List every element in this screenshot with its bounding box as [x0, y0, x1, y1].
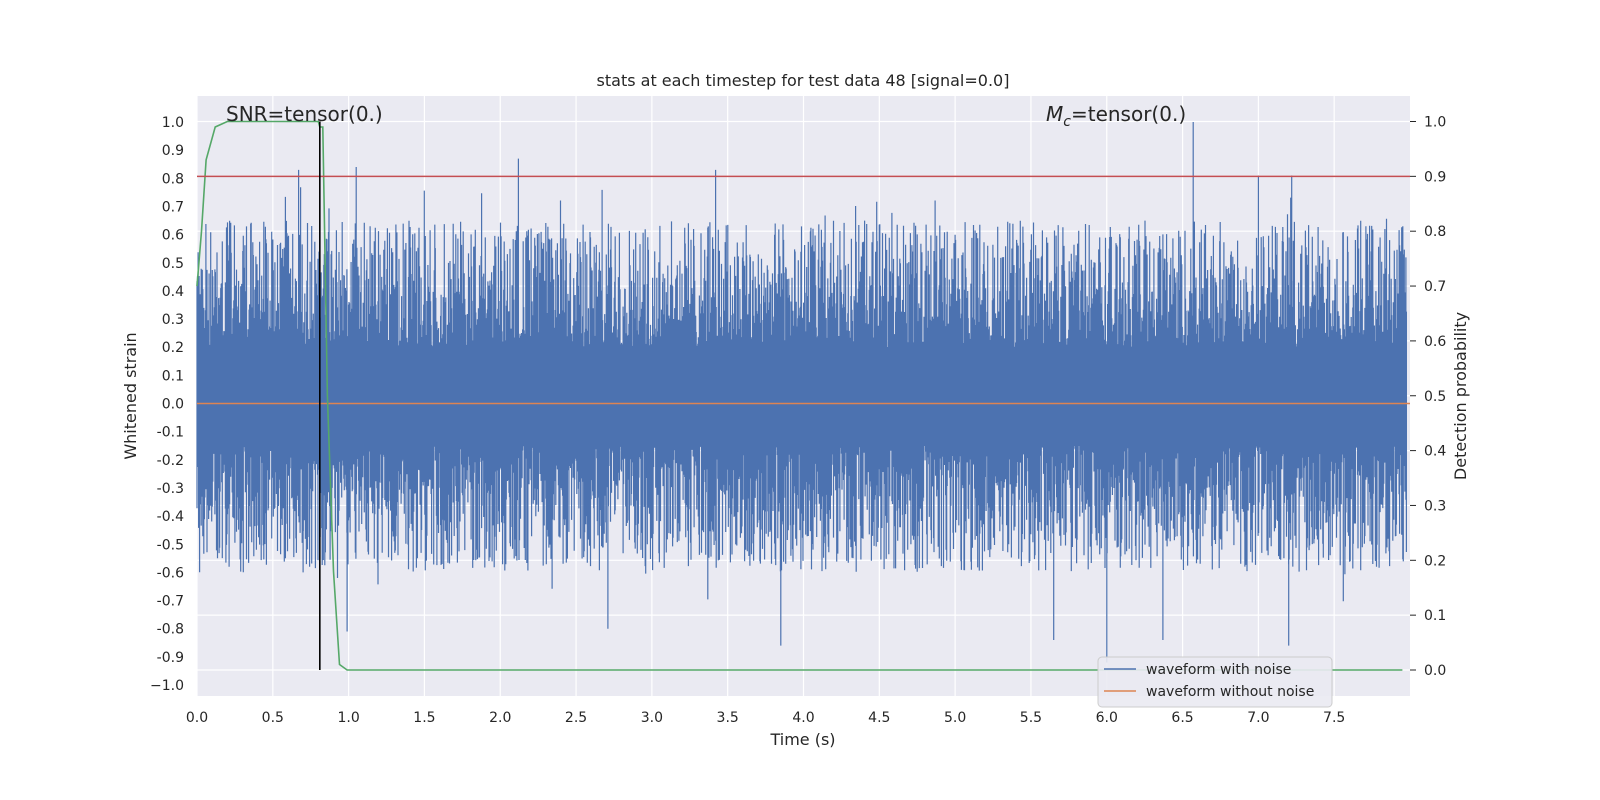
chart-title: stats at each timestep for test data 48 … — [597, 71, 1010, 90]
x-tick-label: 4.0 — [792, 710, 814, 726]
y-tick-label: 0.6 — [162, 228, 184, 244]
y2-tick-label: 0.1 — [1424, 608, 1446, 624]
y-tick-label: -0.2 — [157, 453, 184, 469]
x-tick-label: 5.0 — [944, 710, 966, 726]
y-tick-label: -0.9 — [157, 650, 184, 666]
mc-value: =tensor(0.) — [1071, 102, 1186, 126]
y-axis-label: Whitened strain — [121, 332, 140, 459]
x-tick-label: 5.5 — [1020, 710, 1042, 726]
detection-probability-line — [196, 120, 1403, 671]
x-tick-label: 2.0 — [489, 710, 511, 726]
y-tick-label: 1.0 — [162, 115, 184, 131]
x-tick-label: 3.0 — [641, 710, 663, 726]
y2-tick-label: 0.9 — [1424, 169, 1446, 185]
y-tick-label: 0.7 — [162, 199, 184, 215]
y-axis-ticks: 1.0 0.9 0.8 0.7 0.6 0.5 0.4 0.3 0.2 0.1 0.0 -0.1 -0.… — [150, 115, 184, 694]
y-tick-label: -0.6 — [157, 565, 184, 581]
y2-tick-label: 0.8 — [1424, 224, 1446, 240]
y2-tick-label: 0.3 — [1424, 498, 1446, 514]
y-tick-label: 0.8 — [162, 171, 184, 187]
y2-tick-label: 0.7 — [1424, 279, 1446, 295]
y-tick-label: 0.9 — [162, 143, 184, 159]
y2-axis-label: Detection probability — [1451, 312, 1470, 480]
y2-tick-label: 0.5 — [1424, 389, 1446, 405]
legend-label-clean: waveform without noise — [1146, 684, 1314, 700]
x-tick-label: 0.0 — [186, 710, 208, 726]
x-tick-label: 0.5 — [262, 710, 284, 726]
x-tick-label: 2.5 — [565, 710, 587, 726]
x-tick-label: 7.5 — [1323, 710, 1345, 726]
x-axis-label: Time (s) — [769, 730, 835, 749]
y-tick-label: −1.0 — [150, 678, 184, 694]
y-tick-label: -0.8 — [157, 622, 184, 638]
y-tick-label: 0.3 — [162, 312, 184, 328]
series-detection-probability — [196, 120, 1403, 671]
y-tick-label: -0.7 — [157, 594, 184, 610]
y2-axis-ticks: 1.0 0.9 0.8 0.7 0.6 0.5 0.4 0.3 0.2 0.1 0.0 — [1410, 115, 1446, 679]
legend-label-noise: waveform with noise — [1146, 662, 1291, 678]
x-tick-label: 7.0 — [1247, 710, 1269, 726]
x-tick-label: 6.0 — [1096, 710, 1118, 726]
x-tick-label: 4.5 — [868, 710, 890, 726]
y-tick-label: 0.5 — [162, 256, 184, 272]
legend: waveform with noise waveform without noi… — [1097, 656, 1333, 708]
y-tick-label: -0.5 — [157, 537, 184, 553]
x-tick-label: 3.5 — [717, 710, 739, 726]
x-axis-ticks: 0.0 0.5 1.0 1.5 2.0 2.5 3.0 3.5 4.0 4.5 5.0 5.5 6.0 6… — [186, 710, 1345, 726]
y-tick-label: 0.0 — [162, 397, 184, 413]
y2-tick-label: 0.6 — [1424, 334, 1446, 350]
y-tick-label: -0.4 — [157, 509, 184, 525]
mc-symbol: M — [1046, 102, 1063, 126]
y2-tick-label: 0.4 — [1424, 444, 1446, 460]
snr-annotation: SNR=tensor(0.) — [226, 102, 383, 126]
y2-tick-label: 1.0 — [1424, 115, 1446, 131]
y-tick-label: -0.1 — [157, 425, 184, 441]
y2-tick-label: 0.0 — [1424, 663, 1446, 679]
mc-subscript: c — [1063, 114, 1071, 130]
mc-annotation: Mc=tensor(0.) — [1046, 102, 1186, 130]
reference-lines — [197, 121, 1410, 670]
y-tick-label: -0.3 — [157, 481, 184, 497]
y-tick-label: 0.2 — [162, 340, 184, 356]
x-tick-label: 1.5 — [413, 710, 435, 726]
x-tick-label: 6.5 — [1171, 710, 1193, 726]
y-tick-label: 0.1 — [162, 368, 184, 384]
y2-tick-label: 0.2 — [1424, 553, 1446, 569]
x-tick-label: 1.0 — [337, 710, 359, 726]
legend-box — [1097, 656, 1333, 708]
y-tick-label: 0.4 — [162, 284, 184, 300]
